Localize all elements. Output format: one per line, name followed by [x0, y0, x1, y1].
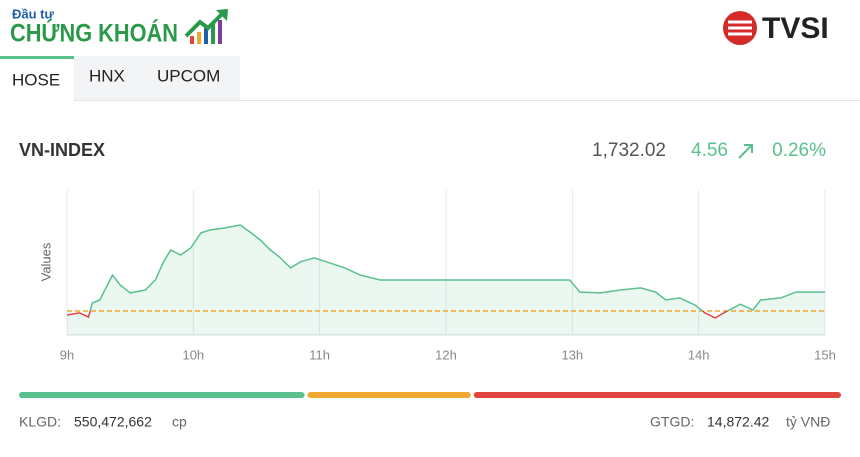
x-tick-label: 15h — [814, 347, 836, 362]
volume: 550,472,662 — [74, 414, 152, 430]
up-arrow — [738, 144, 753, 159]
tab[interactable]: UPCOM — [157, 66, 220, 85]
index-name: VN-INDEX — [19, 140, 105, 160]
line-up — [89, 224, 825, 311]
tab[interactable]: HOSE — [12, 70, 60, 89]
line-down — [67, 311, 729, 319]
y-axis-title: Values — [38, 242, 53, 281]
breadth-segment — [19, 392, 305, 398]
tab-active[interactable] — [0, 57, 74, 104]
partner-icon — [723, 11, 757, 45]
x-tick-label: 14h — [688, 347, 710, 362]
volume-label: KLGD: — [19, 414, 61, 430]
turnover: 14,872.42 — [707, 414, 769, 430]
logo-top: Đầu tư — [12, 6, 55, 21]
volume-unit: cp — [172, 414, 187, 430]
x-tick-label: 9h — [60, 347, 74, 362]
turnover-unit: tỷ VNĐ — [786, 414, 830, 430]
index-percent: 0.26% — [772, 140, 826, 161]
breadth-segment — [473, 392, 841, 398]
x-tick-label: 12h — [435, 347, 457, 362]
logo-main: CHỨNG KHOÁN — [10, 18, 178, 48]
x-tick-label: 13h — [561, 347, 583, 362]
logo-icon — [184, 9, 228, 44]
x-tick-label: 11h — [309, 347, 330, 362]
index-change: 4.56 — [691, 140, 728, 161]
turnover-label: GTGD: — [650, 414, 694, 430]
breadth-segment — [307, 392, 471, 398]
tab[interactable]: HNX — [89, 66, 125, 85]
tab-indicator — [0, 56, 74, 59]
partner-name: TVSI — [762, 12, 829, 45]
index-value: 1,732.02 — [592, 140, 666, 161]
x-tick-label: 10h — [182, 347, 204, 362]
